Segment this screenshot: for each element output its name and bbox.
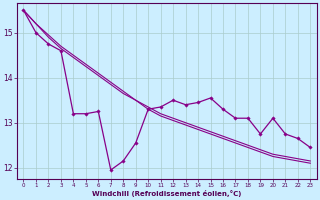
X-axis label: Windchill (Refroidissement éolien,°C): Windchill (Refroidissement éolien,°C) (92, 190, 242, 197)
